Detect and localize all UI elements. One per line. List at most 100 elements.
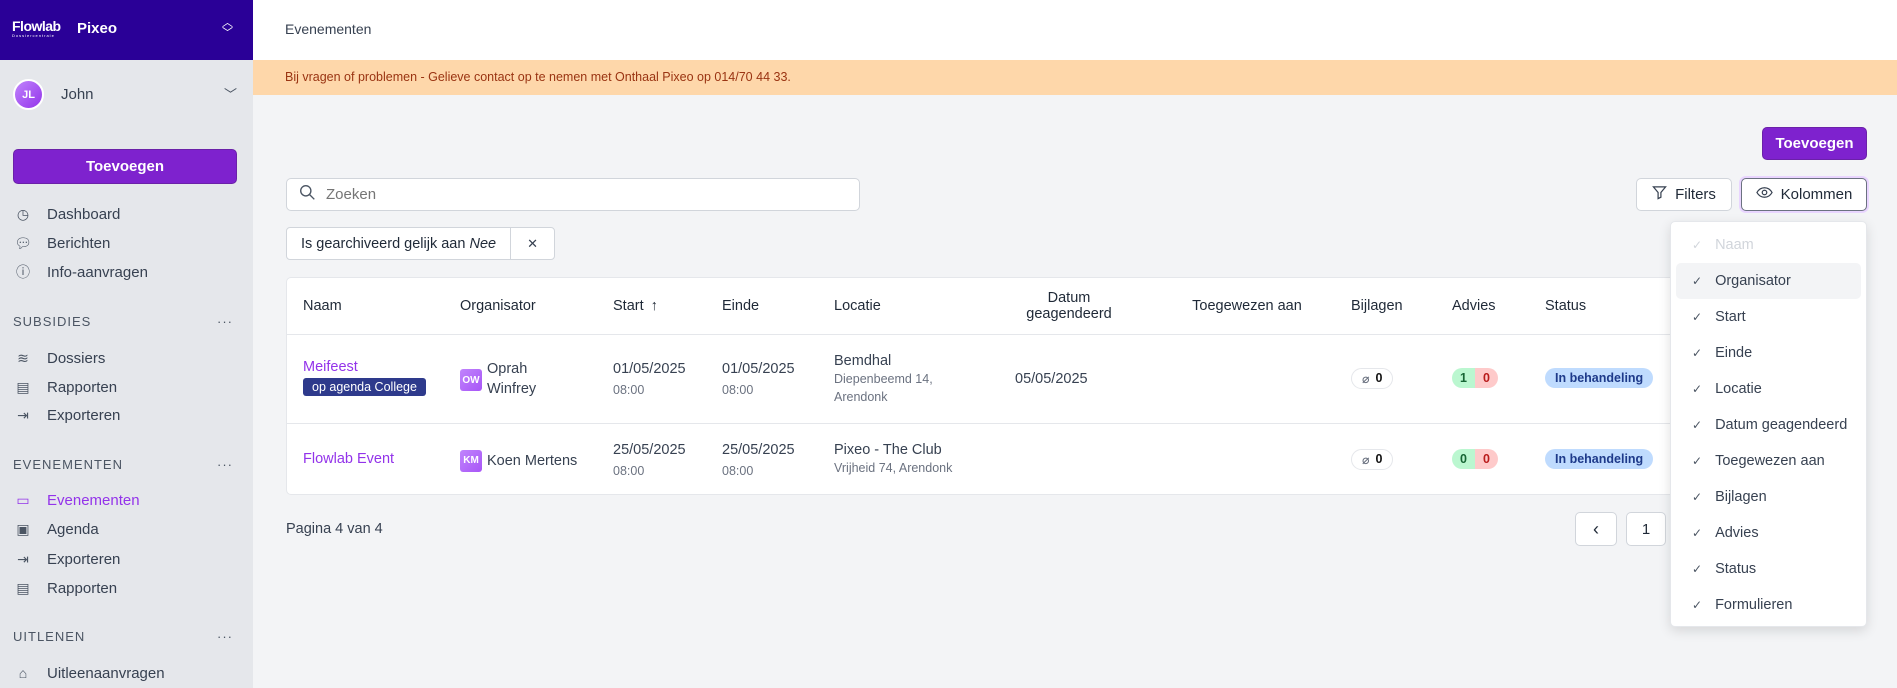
- column-header-6[interactable]: Toegewezen aan: [1192, 298, 1302, 314]
- info-icon: ⓘ: [16, 264, 30, 280]
- sidebar-item-rapporten[interactable]: ▤ Rapporten: [13, 375, 238, 399]
- column-header-1[interactable]: Organisator: [460, 298, 536, 314]
- column-toggle-datum-geagendeerd[interactable]: ✓ Datum geagendeerd: [1692, 417, 1848, 433]
- check-icon: ✓: [1692, 346, 1703, 360]
- sidebar-item-exporteren[interactable]: ⇥ Exporteren: [13, 403, 238, 427]
- check-icon: ✓: [1692, 418, 1703, 432]
- column-toggle-bijlagen[interactable]: ✓ Bijlagen: [1692, 489, 1767, 505]
- column-header-2[interactable]: Start ↑: [613, 298, 658, 314]
- check-icon: ✓: [1692, 490, 1703, 504]
- attachments-badge[interactable]: ⌀ 0: [1351, 367, 1394, 389]
- check-icon: ✓: [1692, 382, 1703, 396]
- column-header-8[interactable]: Advies: [1452, 298, 1496, 314]
- section-evenementen: EVENEMENTEN ···: [13, 457, 233, 472]
- column-toggle-toegewezen-aan[interactable]: ✓ Toegewezen aan: [1692, 453, 1825, 469]
- sidebar-item-exporteren[interactable]: ⇥ Exporteren: [13, 547, 238, 571]
- sidebar-item-uitleenaanvragen[interactable]: ⌂ Uitleenaanvragen: [13, 661, 238, 685]
- tenant-name: Pixeo: [77, 20, 118, 37]
- column-toggle-status[interactable]: ✓ Status: [1692, 561, 1757, 577]
- more-icon[interactable]: ···: [217, 314, 233, 329]
- section-uitlenen: UITLENEN ···: [13, 629, 233, 644]
- column-toggle-einde[interactable]: ✓ Einde: [1692, 345, 1753, 361]
- lend-icon: ⌂: [18, 665, 28, 681]
- flowlab-logo: Flowlab Dossiercentrale: [12, 18, 61, 38]
- scheduled-date: 05/05/2025: [1015, 370, 1088, 387]
- sidebar-item-dossiers[interactable]: ≋ Dossiers: [13, 346, 238, 370]
- event-name-link[interactable]: Flowlab Event: [303, 450, 395, 467]
- section-subsidies: SUBSIDIES ···: [13, 314, 233, 329]
- table-row[interactable]: Flowlab Event KM Koen Mertens 25/05/2025 0…: [287, 423, 1866, 496]
- check-icon: ✓: [1692, 274, 1703, 288]
- check-icon: ✓: [1692, 598, 1703, 612]
- column-header-5[interactable]: Datum geagendeerd: [1026, 290, 1112, 322]
- ticket-icon: ▭: [16, 491, 30, 508]
- brand-header: Flowlab Dossiercentrale Pixeo ︿ ﹀: [0, 0, 253, 60]
- organizer-name: Oprah Winfrey: [487, 361, 537, 397]
- page-button-1[interactable]: 1: [1626, 512, 1666, 546]
- columns-menu: ✓ Naam ✓ Organisator ✓ Start ✓ Einde ✓ Locatie ✓ Da…: [1670, 221, 1867, 627]
- active-filter-chip: Is gearchiveerd gelijk aan Nee ✕: [286, 227, 556, 260]
- pagination-info: Pagina 4 van 4: [286, 521, 383, 537]
- sidebar-item-agenda[interactable]: ▣ Agenda: [13, 517, 238, 541]
- filter-icon: [1652, 185, 1667, 204]
- column-toggle-advies[interactable]: ✓ Advies: [1692, 525, 1759, 541]
- remove-filter-icon[interactable]: ✕: [510, 228, 554, 259]
- sidebar-item-info-aanvragen[interactable]: ⓘ Info-aanvragen: [13, 260, 238, 284]
- column-header-0[interactable]: Naam: [303, 298, 342, 314]
- table-row[interactable]: Meifeest op agenda College OW Oprah Winfre…: [287, 334, 1866, 423]
- add-button[interactable]: Toevoegen: [1762, 127, 1867, 160]
- sidebar-item-berichten[interactable]: 💬︎ Berichten: [14, 234, 111, 252]
- sidebar-item-rapporten[interactable]: ▤ Rapporten: [13, 576, 238, 600]
- organizer-avatar: OW: [460, 369, 482, 391]
- sidebar-item-dashboard[interactable]: ◷ Dashboard: [13, 202, 238, 226]
- avatar[interactable]: JL: [13, 79, 44, 110]
- column-toggle-organisator[interactable]: ✓ Organisator: [1676, 263, 1861, 299]
- column-toggle-start[interactable]: ✓ Start: [1692, 309, 1746, 325]
- paperclip-icon: ⌀: [1362, 371, 1370, 386]
- column-header-7[interactable]: Bijlagen: [1351, 298, 1403, 314]
- column-toggle-formulieren[interactable]: ✓ Formulieren: [1692, 597, 1793, 613]
- export-icon: ⇥: [17, 550, 29, 567]
- filters-button[interactable]: Filters: [1636, 178, 1732, 211]
- more-icon[interactable]: ···: [217, 629, 233, 644]
- more-icon[interactable]: ···: [217, 457, 233, 472]
- sidebar-item-evenementen[interactable]: ▭ Evenementen: [13, 488, 238, 512]
- columns-button[interactable]: Kolommen: [1741, 178, 1867, 211]
- chevron-down-icon[interactable]: ﹀: [224, 87, 238, 102]
- eye-icon: [1755, 186, 1773, 203]
- calendar-icon: ▣: [16, 520, 30, 537]
- info-banner: Bij vragen of problemen - Gelieve contac…: [253, 60, 1897, 95]
- column-toggle-locatie[interactable]: ✓ Locatie: [1692, 381, 1762, 397]
- previous-page-button[interactable]: ‹: [1575, 512, 1617, 546]
- sort-ascending-icon: ↑: [650, 298, 658, 314]
- sidebar-add-button[interactable]: Toevoegen: [13, 149, 237, 184]
- search-field[interactable]: [286, 178, 860, 211]
- top-bar: Evenementen: [253, 0, 1897, 60]
- paperclip-icon: ⌀: [1362, 452, 1370, 467]
- document-icon: ▤: [16, 378, 30, 395]
- attachments-badge[interactable]: ⌀ 0: [1351, 448, 1394, 470]
- tenant-switch-icon[interactable]: ︿ ﹀: [222, 17, 233, 39]
- chat-icon: 💬︎: [14, 234, 32, 251]
- column-header-3[interactable]: Einde: [722, 298, 760, 314]
- document-icon: ▤: [16, 579, 30, 596]
- check-icon: ✓: [1692, 562, 1703, 576]
- breadcrumb: Evenementen: [285, 21, 372, 37]
- column-header-4[interactable]: Locatie: [834, 298, 881, 314]
- column-toggle-naam: ✓ Naam: [1692, 237, 1754, 253]
- layers-icon: ≋: [17, 349, 29, 366]
- user-name[interactable]: John: [61, 86, 94, 103]
- status-badge: In behandeling: [1545, 448, 1654, 469]
- check-icon: ✓: [1692, 454, 1703, 468]
- sidebar: Flowlab Dossiercentrale Pixeo ︿ ﹀ JL John …: [0, 0, 253, 688]
- event-name-link[interactable]: Meifeest: [303, 359, 358, 375]
- search-input[interactable]: [326, 186, 826, 203]
- check-icon: ✓: [1692, 310, 1703, 324]
- export-icon: ⇥: [17, 406, 29, 423]
- check-icon: ✓: [1692, 526, 1703, 540]
- organizer-avatar: KM: [460, 449, 482, 472]
- status-badge: In behandeling: [1545, 367, 1654, 388]
- column-header-9[interactable]: Status: [1545, 298, 1587, 314]
